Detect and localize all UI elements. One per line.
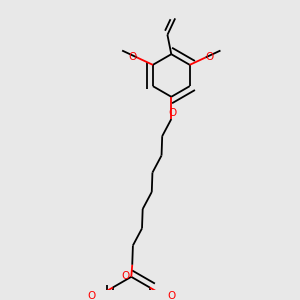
Text: O: O	[129, 52, 137, 61]
Text: O: O	[206, 52, 214, 61]
Text: O: O	[122, 272, 130, 281]
Text: O: O	[167, 291, 175, 300]
Text: O: O	[168, 108, 176, 118]
Text: O: O	[87, 291, 96, 300]
